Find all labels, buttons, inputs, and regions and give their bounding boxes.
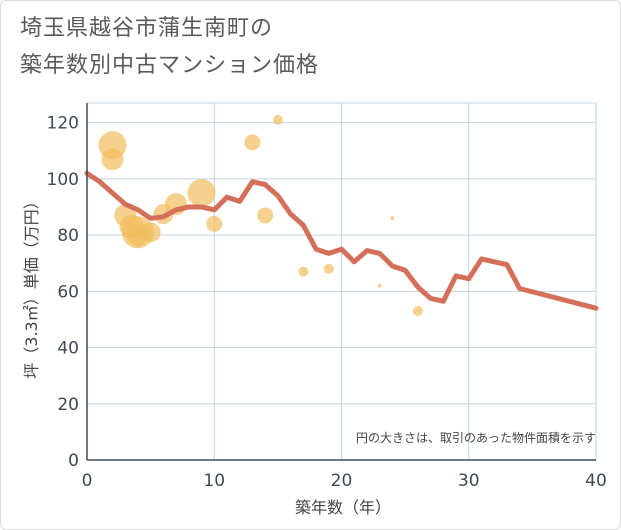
data-bubble	[377, 283, 382, 288]
data-bubble	[390, 216, 395, 221]
chart-note: 円の大きさは、取引のあった物件面積を示す	[356, 430, 596, 445]
grid-layer	[87, 102, 597, 460]
y-axis-label: 坪（3.3㎡）単価（万円）	[22, 193, 41, 378]
y-tick-label: 20	[57, 395, 79, 415]
x-axis-label: 築年数（年）	[295, 498, 391, 517]
data-bubble	[323, 263, 334, 274]
y-tick-label: 80	[57, 226, 79, 246]
y-tick-label: 120	[47, 114, 79, 134]
x-tick-label: 10	[203, 471, 225, 491]
line-layer	[84, 170, 599, 311]
x-tick-label: 30	[458, 471, 480, 491]
data-bubble	[257, 207, 274, 224]
x-tick-label: 40	[585, 471, 607, 491]
bubble-layer	[98, 114, 423, 317]
data-bubble	[140, 222, 161, 243]
y-tick-label: 40	[57, 339, 79, 359]
data-bubble	[244, 134, 261, 151]
y-tick-label: 0	[68, 451, 79, 471]
y-tick-label: 100	[47, 170, 79, 190]
axis-layer: 0 10 20 30 40 0 20 40 60 80 100 120	[47, 103, 607, 491]
data-bubble	[412, 306, 423, 317]
data-bubble	[101, 148, 124, 171]
y-tick-label: 60	[57, 282, 79, 302]
data-bubble	[272, 114, 283, 125]
chart-title-line2: 築年数別中古マンション価格	[20, 53, 320, 78]
chart-title-line1: 埼玉県越谷市蒲生南町の	[20, 16, 274, 41]
data-bubble	[298, 266, 309, 277]
x-tick-label: 20	[331, 471, 353, 491]
average-price-line	[84, 170, 599, 311]
data-bubble	[187, 178, 216, 207]
x-tick-label: 0	[82, 471, 93, 491]
data-bubble	[206, 215, 223, 232]
